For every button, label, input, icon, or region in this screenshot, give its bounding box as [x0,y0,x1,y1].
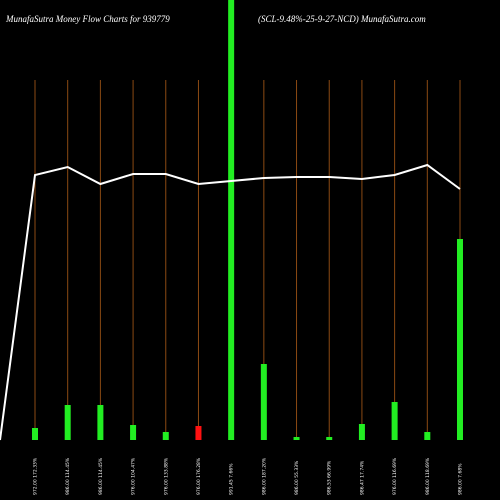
bar [424,432,431,440]
x-tick-label: 972.00 172.33% [33,457,39,495]
bar [162,432,169,440]
money-flow-line [0,163,461,441]
bar [293,437,300,440]
x-tick-label: 976.00 116.69% [392,457,398,495]
bar [391,402,398,440]
bar [326,437,333,440]
x-tick-label: 986.47 17.74% [359,460,365,495]
x-tick-label: 991.45 7.66% [229,463,235,495]
bar [228,0,235,440]
x-tick-label: 976.00 133.88% [163,457,169,495]
x-tick-label: 986.00 118.69% [425,457,431,495]
bar [195,426,202,440]
x-tick-label: 986.00 114.45% [65,457,71,495]
x-tick-label: 976.00 176.28% [196,457,202,495]
chart-title: MunafaSutra Money Flow Charts for 939779 [5,14,170,24]
bar [457,239,463,440]
x-tick-label: 986.53 66.99% [327,460,333,495]
x-tick-label: 986.00 187.20% [261,457,267,495]
bar [32,428,38,440]
bar [130,425,137,440]
bar [64,405,71,440]
bar [358,424,365,440]
x-tick-label: 986.00 7.68% [458,463,464,495]
x-tick-label: 986.00 55.33% [294,460,300,495]
x-tick-label: 976.00 104.47% [131,457,137,495]
bar [260,364,267,440]
x-tick-label: 986.00 114.45% [98,457,104,495]
chart-subtitle: (SCL-9.48%-25-9-27-NCD) MunafaSutra.com [258,14,426,24]
bar [97,405,104,440]
